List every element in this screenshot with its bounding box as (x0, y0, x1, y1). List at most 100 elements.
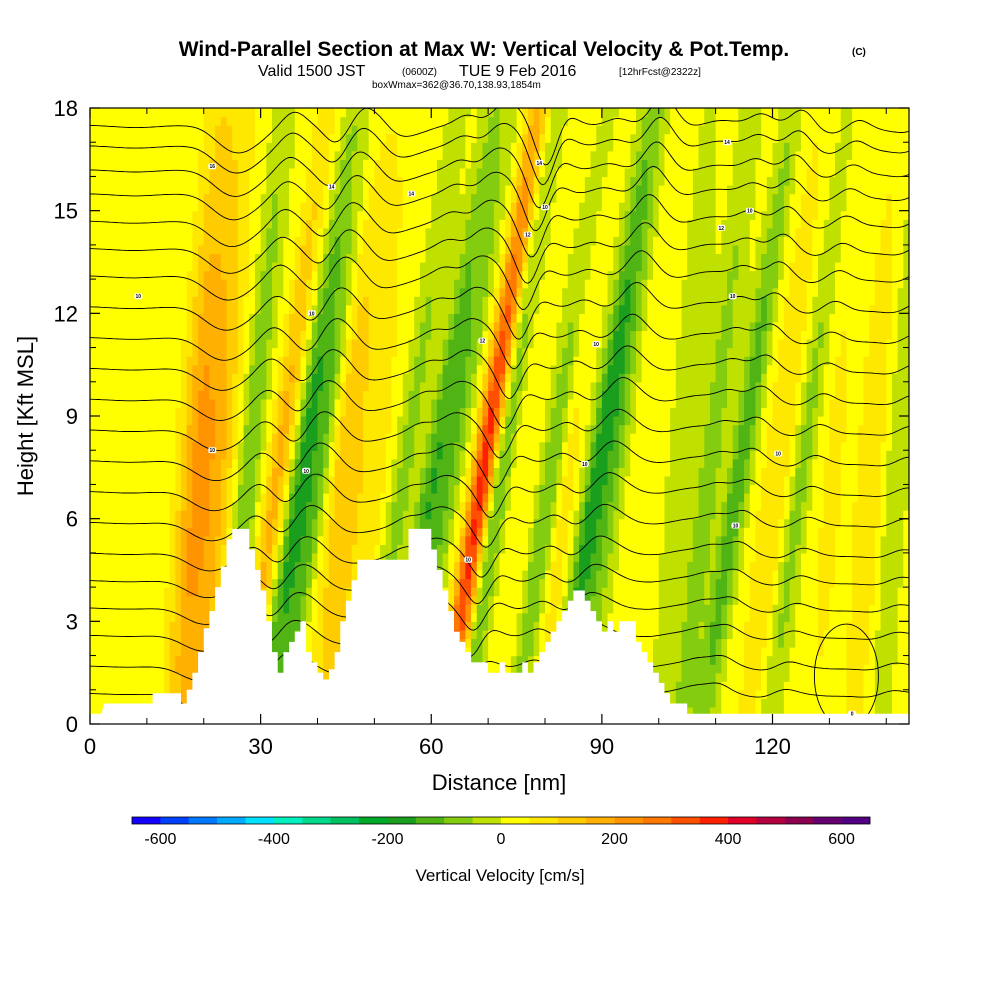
velocity-cell (880, 219, 893, 229)
velocity-cell (249, 330, 256, 340)
velocity-cell (436, 475, 449, 486)
velocity-cell (744, 561, 751, 571)
velocity-cell (749, 339, 757, 349)
velocity-cell (505, 185, 512, 195)
velocity-cell (510, 270, 518, 280)
velocity-cell (601, 561, 609, 571)
colorbar-swatch (472, 817, 502, 824)
velocity-cell (254, 501, 262, 511)
velocity-cell (328, 210, 336, 220)
velocity-cell (818, 621, 830, 631)
velocity-cell (818, 347, 830, 357)
velocity-cell (863, 698, 876, 708)
velocity-cell (482, 381, 489, 391)
velocity-cell (766, 629, 774, 640)
velocity-cell (209, 467, 222, 477)
velocity-cell (886, 527, 904, 537)
velocity-cell (607, 510, 614, 520)
velocity-cell (886, 390, 893, 400)
velocity-cell (249, 381, 267, 391)
velocity-cell (772, 604, 785, 614)
velocity-cell (630, 433, 671, 443)
velocity-cell (226, 321, 239, 332)
velocity-cell (527, 219, 535, 229)
velocity-cell (175, 433, 182, 443)
velocity-cell (459, 518, 466, 528)
velocity-cell (789, 552, 796, 563)
velocity-cell (493, 304, 501, 314)
velocity-cell (90, 313, 188, 323)
velocity-cell (721, 535, 734, 545)
velocity-cell (818, 552, 836, 563)
velocity-cell (789, 664, 848, 674)
velocity-cell (550, 227, 575, 237)
velocity-cell (795, 381, 802, 391)
velocity-cell (505, 347, 512, 357)
velocity-cell (510, 150, 518, 160)
velocity-cell (880, 518, 887, 528)
velocity-cell (789, 167, 796, 178)
velocity-cell (334, 475, 364, 486)
velocity-cell (260, 510, 267, 520)
velocity-cell (300, 227, 307, 237)
velocity-cell (334, 364, 341, 374)
velocity-cell (636, 339, 643, 349)
velocity-cell (328, 159, 336, 169)
velocity-cell (755, 467, 762, 477)
velocity-cell (738, 253, 751, 263)
velocity-cell (789, 518, 802, 528)
velocity-cell (584, 527, 597, 537)
velocity-cell (431, 321, 449, 332)
velocity-cell (658, 133, 666, 143)
velocity-cell (704, 116, 717, 126)
velocity-cell (601, 424, 614, 434)
velocity-cell (533, 501, 540, 511)
velocity-cell (328, 552, 353, 563)
velocity-cell (835, 296, 876, 306)
velocity-cell (567, 364, 575, 374)
velocity-cell (482, 407, 489, 417)
velocity-cell (596, 373, 603, 383)
velocity-cell (550, 202, 580, 212)
velocity-cell (562, 142, 597, 152)
velocity-cell (436, 381, 444, 391)
velocity-cell (664, 475, 700, 486)
velocity-cell (880, 441, 893, 451)
velocity-cell (874, 561, 882, 571)
velocity-cell (681, 287, 728, 297)
velocity-cell (465, 150, 472, 160)
velocity-cell (488, 475, 495, 486)
velocity-cell (687, 587, 705, 597)
velocity-cell (527, 321, 535, 332)
velocity-cell (738, 116, 762, 126)
velocity-cell (317, 364, 324, 374)
velocity-cell (761, 227, 768, 237)
velocity-cell (254, 108, 273, 118)
velocity-cell (243, 458, 256, 468)
velocity-cell (618, 219, 626, 229)
velocity-cell (846, 629, 870, 640)
velocity-cell (198, 150, 216, 160)
velocity-cell (823, 321, 830, 332)
velocity-cell (414, 518, 421, 528)
velocity-cell (220, 510, 228, 520)
velocity-cell (90, 167, 199, 178)
velocity-cell (658, 150, 666, 160)
velocity-cell (476, 185, 501, 195)
velocity-cell (658, 578, 688, 588)
velocity-cell (328, 176, 336, 186)
velocity-cell (266, 407, 273, 417)
velocity-cell (266, 244, 279, 255)
velocity-cell (590, 390, 597, 400)
velocity-cell (459, 544, 466, 554)
velocity-cell (505, 262, 512, 272)
velocity-cell (510, 227, 518, 237)
velocity-cell (351, 304, 358, 314)
velocity-cell (277, 544, 284, 554)
velocity-cell (687, 227, 717, 237)
velocity-cell (499, 424, 506, 434)
velocity-cell (618, 390, 626, 400)
velocity-cell (522, 390, 552, 400)
velocity-cell (317, 236, 324, 246)
velocity-cell (476, 407, 484, 417)
